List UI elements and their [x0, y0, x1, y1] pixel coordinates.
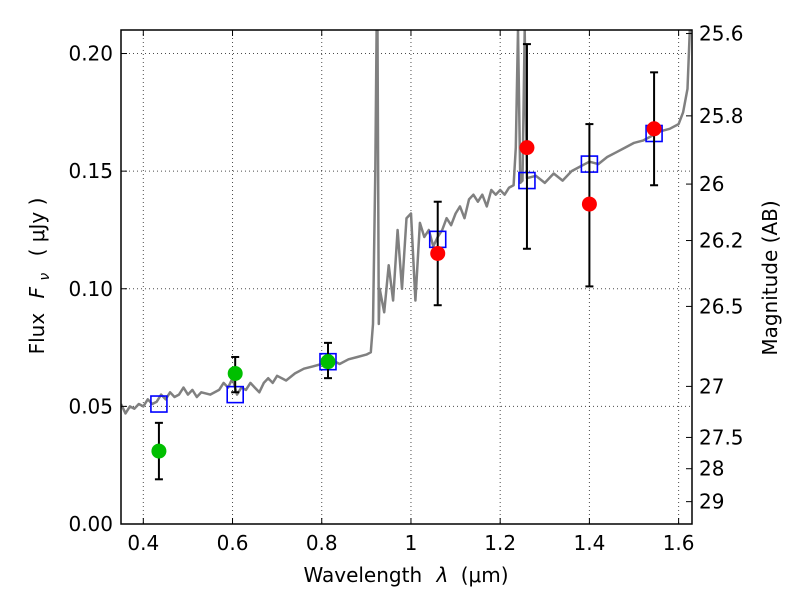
spectrum-layer	[121, 30, 692, 415]
y-axis-unit: ( μJy )	[25, 198, 49, 257]
model-photometry-square	[150, 395, 168, 413]
x-tick-label: 0.8	[306, 531, 338, 555]
y2-tick-label: 25.6	[699, 22, 744, 46]
y2-tick-label: 26.2	[699, 229, 744, 253]
y-axis-subscript: ν	[37, 273, 53, 281]
y-axis-title-text: Flux	[25, 313, 49, 355]
observed-flux-point	[519, 140, 535, 156]
spectrum-line	[121, 30, 692, 415]
x-axis-title: Wavelength λ (μm)	[303, 563, 508, 587]
y-axis-title: Flux F ν ( μJy )	[25, 198, 54, 355]
observed-flux-point	[581, 196, 597, 212]
plot-frame	[120, 29, 693, 525]
x-tick-label: 1.2	[484, 531, 516, 555]
x-tick-label: 1.6	[663, 531, 695, 555]
x-axis-title-text: Wavelength	[303, 563, 422, 587]
observed-flux-point	[151, 443, 167, 459]
y2-tick-label: 29	[699, 490, 724, 514]
y-tick-label: 0.05	[68, 394, 113, 418]
y2-tick-label: 28	[699, 457, 724, 481]
y-tick-label: 0.00	[68, 512, 113, 536]
y2-tick-label: 26.5	[699, 294, 744, 318]
y-tick-label: 0.20	[68, 42, 113, 66]
observed-flux-point	[320, 354, 336, 370]
x-axis-symbol: λ	[436, 563, 449, 587]
x-axis-unit: (μm)	[461, 563, 509, 587]
y2-tick-label: 27	[699, 374, 724, 398]
observed-flux-point	[227, 365, 243, 381]
x-tick-label: 0.6	[217, 531, 249, 555]
x-tick-label: 0.4	[127, 531, 159, 555]
tick-layer: 0.4 0.6 0.8 1 1.2 1.4 1.6 0.00 0.05 0.10 0.15 0.20 2…	[68, 22, 743, 555]
y-tick-label: 0.15	[68, 159, 113, 183]
observed-flux-point	[646, 121, 662, 137]
x-tick-label: 1.4	[573, 531, 605, 555]
grid-lines	[121, 30, 692, 524]
y2-axis-title: Magnitude (AB)	[758, 200, 782, 355]
y-axis-symbol: F	[25, 286, 49, 298]
y-tick-label: 0.10	[68, 277, 113, 301]
y2-tick-label: 25.8	[699, 104, 744, 128]
observed-flux-point	[430, 245, 446, 261]
y2-tick-label: 27.5	[699, 425, 744, 449]
x-tick-label: 1	[405, 531, 418, 555]
marker-layer	[150, 43, 663, 481]
y2-tick-label: 26	[699, 172, 724, 196]
